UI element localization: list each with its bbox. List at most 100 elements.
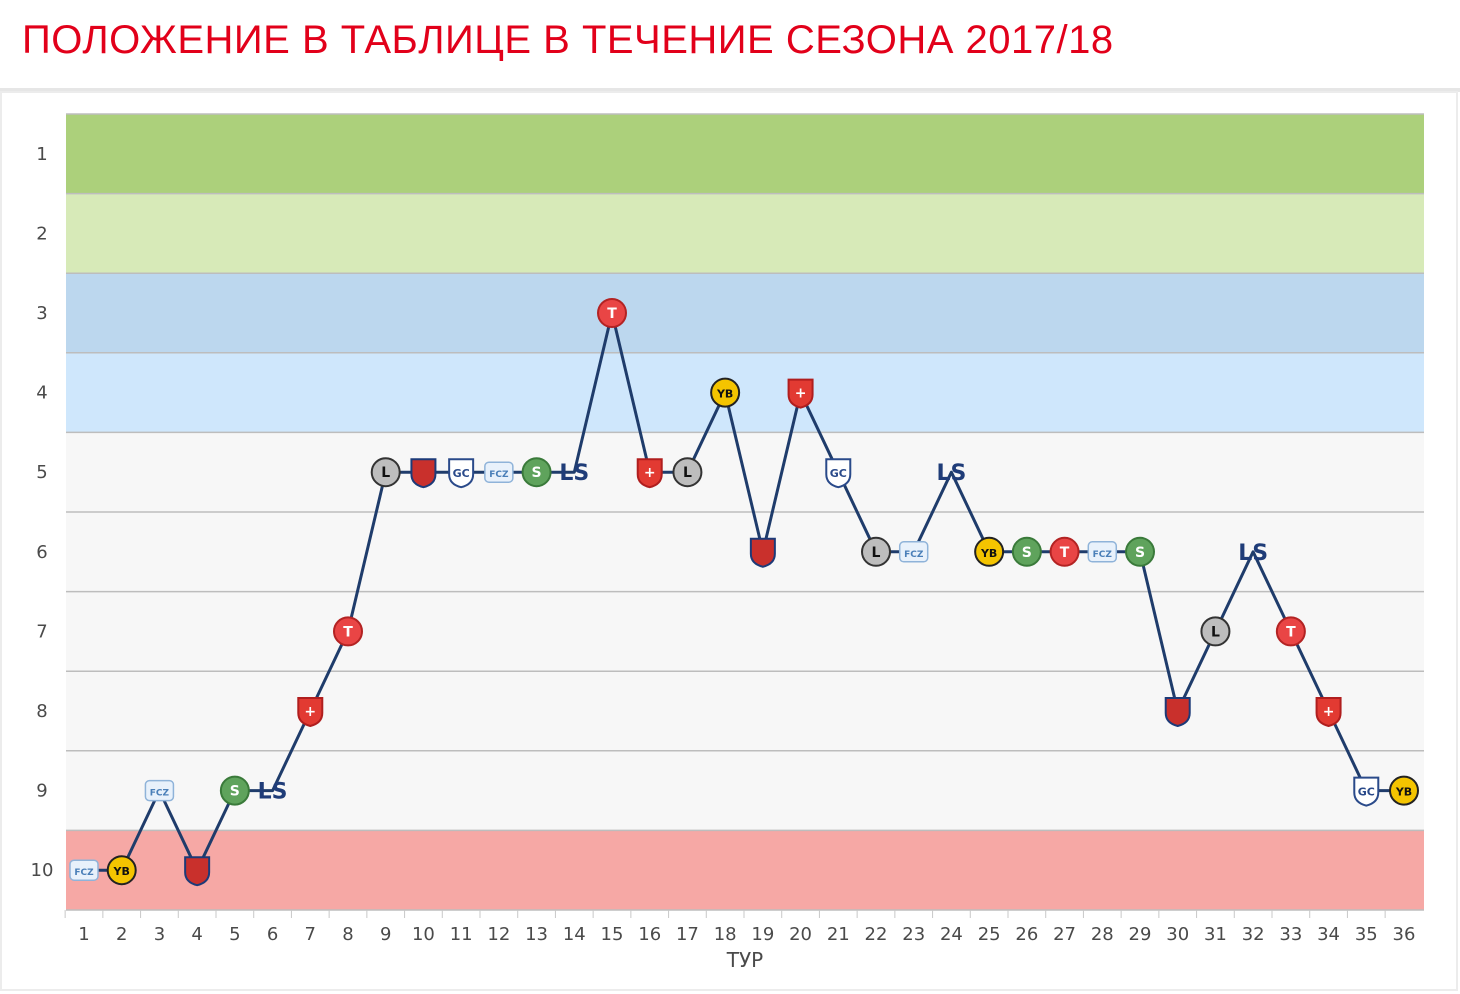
basel-icon [749, 537, 776, 568]
x-tick-label: 9 [380, 924, 391, 945]
zurich-icon: FCZ [69, 859, 99, 881]
y-tick-label: 9 [36, 781, 47, 802]
svg-text:S: S [230, 784, 240, 800]
young-boys-icon: YB [710, 377, 741, 408]
x-tick-label: 12 [487, 924, 510, 945]
svg-text:+: + [644, 465, 656, 481]
x-tick-label: 5 [229, 924, 240, 945]
svg-text:L: L [381, 465, 390, 481]
x-tick-label: 13 [525, 924, 548, 945]
svg-text:+: + [1323, 704, 1335, 720]
svg-text:L: L [872, 545, 881, 561]
y-tick-label: 5 [36, 462, 47, 483]
x-tick-label: 1 [78, 924, 89, 945]
x-tick-label: 6 [267, 924, 278, 945]
x-tick-label: 34 [1317, 924, 1340, 945]
x-axis-label: ТУР [726, 948, 763, 972]
x-tick-label: 4 [191, 924, 202, 945]
x-tick-label: 33 [1279, 924, 1302, 945]
position-band-2 [66, 273, 1424, 353]
y-tick-label: 4 [36, 383, 47, 404]
x-tick-label: 31 [1204, 924, 1227, 945]
data-markers: FCZ YB FCZ S LS + T L GC FCZ S LS T + L YB + GC L FCZ LS YB S T… [69, 298, 1419, 887]
lugano-icon: L [861, 536, 891, 567]
y-tick-label: 10 [31, 860, 54, 881]
zurich-icon: FCZ [1087, 541, 1118, 563]
lugano-icon: L [370, 457, 401, 488]
svg-text:YB: YB [1395, 786, 1412, 799]
zurich-icon: FCZ [144, 779, 175, 802]
x-tick-label: 3 [154, 924, 165, 945]
y-tick-label: 2 [36, 223, 47, 244]
x-tick-label: 25 [978, 924, 1001, 945]
svg-text:YB: YB [113, 865, 130, 878]
svg-text:FCZ: FCZ [74, 868, 94, 878]
svg-text:S: S [532, 465, 542, 481]
svg-text:GC: GC [830, 467, 847, 480]
x-tick-label: 20 [789, 924, 812, 945]
st-gallen-icon: S [1125, 536, 1155, 567]
grasshoppers-icon: GC [1353, 776, 1380, 807]
position-band-3 [66, 352, 1424, 433]
svg-text:+: + [795, 386, 807, 402]
svg-text:YB: YB [716, 388, 733, 401]
x-tick-label: 28 [1091, 924, 1114, 945]
svg-text:FCZ: FCZ [904, 550, 924, 560]
x-tick-label: 32 [1242, 924, 1265, 945]
svg-text:GC: GC [1358, 786, 1375, 799]
grasshoppers-icon: GC [825, 458, 852, 489]
svg-text:GC: GC [453, 467, 470, 480]
thun-icon: T [1275, 616, 1306, 647]
lugano-icon: L [1200, 616, 1231, 647]
thun-icon: T [1049, 536, 1080, 567]
svg-text:T: T [1286, 624, 1296, 640]
sion-icon: + [297, 697, 324, 728]
x-tick-label: 36 [1393, 924, 1416, 945]
position-bands [66, 114, 1424, 910]
lausanne-icon: LS [258, 780, 288, 805]
st-gallen-icon: S [219, 775, 250, 806]
basel-icon [1164, 697, 1191, 728]
y-tick-label: 1 [36, 144, 47, 165]
position-band-0 [66, 114, 1424, 194]
position-band-5 [66, 830, 1424, 910]
x-tick-label: 7 [305, 924, 316, 945]
svg-text:L: L [1211, 624, 1220, 640]
st-gallen-icon: S [521, 457, 552, 488]
svg-text:LS: LS [258, 780, 288, 805]
x-tick-label: 24 [940, 924, 963, 945]
svg-text:+: + [304, 704, 316, 720]
svg-text:FCZ: FCZ [489, 470, 509, 480]
x-tick-label: 35 [1355, 924, 1378, 945]
svg-text:YB: YB [980, 547, 997, 560]
young-boys-icon: YB [1389, 775, 1419, 806]
lausanne-icon: LS [936, 461, 966, 486]
x-tick-label: 26 [1015, 924, 1038, 945]
chart-frame [0, 91, 1458, 991]
svg-text:T: T [343, 624, 353, 640]
young-boys-icon: YB [106, 855, 137, 886]
x-tick-label: 19 [751, 924, 774, 945]
svg-text:T: T [1060, 545, 1070, 561]
y-axis-ticks: 1 2 3 4 5 6 7 8 9 10 [31, 144, 54, 881]
x-tick-label: 27 [1053, 924, 1076, 945]
x-tick-label: 22 [865, 924, 888, 945]
title-divider [0, 88, 1460, 92]
basel-icon [184, 856, 211, 887]
page-title: ПОЛОЖЕНИЕ В ТАБЛИЦЕ В ТЕЧЕНИЕ СЕЗОНА 201… [22, 18, 1114, 62]
x-axis-ticks: 1 2 3 4 5 6 7 8 9 10 11 12 13 14 15 16 17 18 19 20 21 22 23 24 2… [64, 910, 1416, 945]
x-tick-label: 21 [827, 924, 850, 945]
svg-text:S: S [1135, 545, 1145, 561]
y-tick-label: 7 [36, 621, 47, 642]
x-tick-label: 30 [1166, 924, 1189, 945]
svg-text:LS: LS [559, 461, 589, 486]
lausanne-icon: LS [1238, 541, 1268, 566]
svg-text:S: S [1022, 545, 1032, 561]
svg-text:FCZ: FCZ [150, 789, 170, 799]
svg-text:T: T [607, 306, 617, 322]
zurich-icon: FCZ [898, 541, 929, 563]
zurich-icon: FCZ [484, 461, 514, 483]
st-gallen-icon: S [1011, 536, 1042, 567]
y-tick-label: 3 [36, 303, 47, 324]
x-tick-label: 10 [412, 924, 435, 945]
